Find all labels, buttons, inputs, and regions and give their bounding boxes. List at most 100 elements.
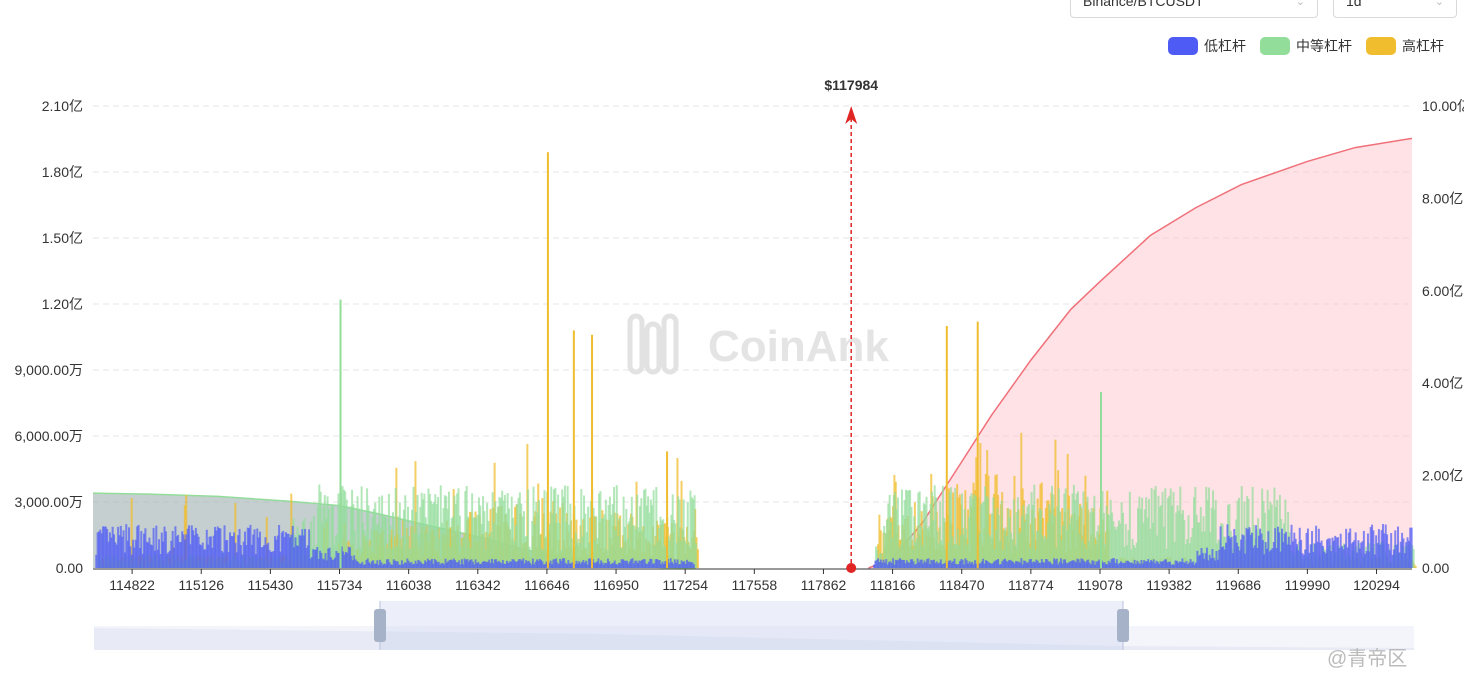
bar-low bbox=[314, 549, 317, 568]
legend-item-high[interactable]: 高杠杆 bbox=[1366, 36, 1444, 56]
bar-low bbox=[413, 563, 416, 568]
bar-low bbox=[361, 561, 364, 568]
bar-mid bbox=[1059, 511, 1062, 568]
bar-low bbox=[1219, 526, 1222, 568]
bar-low bbox=[613, 560, 616, 568]
legend-item-low[interactable]: 低杠杆 bbox=[1168, 36, 1246, 56]
bar-mid bbox=[608, 496, 611, 568]
bar-low bbox=[1205, 547, 1208, 568]
pair-select[interactable]: Binance/BTCUSDT ⌄ bbox=[1070, 0, 1318, 18]
bar-mid bbox=[1266, 489, 1269, 568]
bar-mid bbox=[922, 503, 925, 568]
bar-low bbox=[486, 562, 489, 568]
bar-low bbox=[387, 559, 390, 568]
x-tick-label: 116950 bbox=[593, 577, 639, 593]
bar-mid bbox=[427, 488, 430, 568]
bar-low bbox=[634, 560, 637, 568]
bar-low bbox=[526, 561, 529, 568]
bar-high bbox=[1084, 475, 1087, 568]
bar-mid bbox=[405, 536, 408, 568]
bar-low bbox=[254, 554, 257, 568]
bar-low bbox=[1088, 562, 1091, 568]
bar-mid bbox=[382, 514, 385, 568]
bar-mid bbox=[1033, 484, 1036, 568]
bar-low bbox=[269, 551, 272, 568]
bar-low bbox=[106, 529, 109, 568]
legend-item-mid[interactable]: 中等杠杆 bbox=[1260, 36, 1352, 56]
bar-low bbox=[1111, 558, 1114, 568]
bar-mid bbox=[902, 515, 905, 568]
bar-mid bbox=[592, 508, 595, 568]
bar-mid bbox=[1041, 535, 1044, 568]
bar-mid bbox=[566, 486, 569, 568]
bar-low bbox=[1305, 532, 1308, 568]
bar-low bbox=[272, 551, 275, 568]
cumulative-right-line bbox=[868, 137, 1413, 569]
bar-low bbox=[1058, 561, 1061, 568]
bar-low bbox=[185, 534, 188, 568]
bar-low bbox=[260, 547, 263, 568]
bar-low bbox=[956, 564, 959, 568]
bar-low bbox=[178, 542, 181, 568]
bar-mid bbox=[522, 511, 525, 568]
bar-mid bbox=[539, 534, 542, 568]
bar-mid bbox=[449, 547, 452, 568]
bar-mid bbox=[1270, 504, 1273, 568]
bar-low bbox=[671, 562, 674, 568]
bar-low bbox=[974, 560, 977, 568]
bar-mid bbox=[1179, 486, 1182, 568]
bar-mid bbox=[503, 494, 506, 568]
bar-mid bbox=[512, 517, 515, 568]
bar-low bbox=[1398, 552, 1401, 568]
bar-low bbox=[385, 559, 388, 568]
bar-low bbox=[234, 542, 237, 568]
bar-low bbox=[1276, 526, 1279, 568]
bar-mid bbox=[507, 508, 510, 568]
bar-mid bbox=[1098, 537, 1101, 568]
bar-low bbox=[1139, 564, 1142, 568]
bar-low bbox=[1104, 564, 1107, 568]
bar-low bbox=[177, 534, 180, 568]
bar-mid bbox=[400, 547, 403, 568]
zoom-slider[interactable] bbox=[94, 601, 1414, 650]
bar-mid bbox=[619, 547, 622, 568]
zoom-handle-right[interactable] bbox=[1117, 609, 1129, 642]
bar-low bbox=[1177, 562, 1180, 568]
bar-low bbox=[1092, 560, 1095, 568]
bar-mid bbox=[645, 505, 648, 568]
bar-low bbox=[1249, 535, 1252, 568]
bar-low bbox=[1132, 563, 1135, 568]
zoom-handle-left[interactable] bbox=[374, 609, 386, 642]
bar-low bbox=[631, 558, 634, 568]
bar-low bbox=[1080, 558, 1083, 568]
bar-mid bbox=[984, 486, 987, 568]
bar-low bbox=[1208, 554, 1211, 568]
bar-low bbox=[654, 559, 657, 568]
bar-low bbox=[194, 527, 197, 568]
bar-mid bbox=[367, 505, 370, 568]
bar-low bbox=[1369, 527, 1372, 568]
bar-low bbox=[299, 535, 302, 568]
bar-mid bbox=[939, 501, 942, 568]
bar-mid bbox=[1177, 510, 1180, 568]
bar-low bbox=[564, 562, 567, 568]
bar-mid bbox=[1072, 484, 1075, 568]
bar-low bbox=[1054, 559, 1057, 568]
bar-low bbox=[1257, 535, 1260, 568]
bar-low bbox=[1407, 540, 1410, 568]
bar-low bbox=[1196, 550, 1199, 568]
bar-mid bbox=[1068, 524, 1071, 568]
bar-low bbox=[907, 562, 910, 568]
bar-low bbox=[391, 564, 394, 568]
bar-low bbox=[132, 539, 135, 568]
bar-mid bbox=[445, 496, 448, 568]
bar-mid bbox=[1213, 509, 1216, 568]
bar-mid bbox=[875, 546, 878, 568]
bar-mid bbox=[558, 522, 561, 568]
bar-low bbox=[1182, 562, 1185, 568]
time-range-select[interactable]: 1d ⌄ bbox=[1333, 0, 1457, 18]
bar-low bbox=[1390, 533, 1393, 568]
bar-low bbox=[1264, 542, 1267, 568]
bar-mid bbox=[686, 502, 689, 568]
bar-low bbox=[1051, 564, 1054, 568]
